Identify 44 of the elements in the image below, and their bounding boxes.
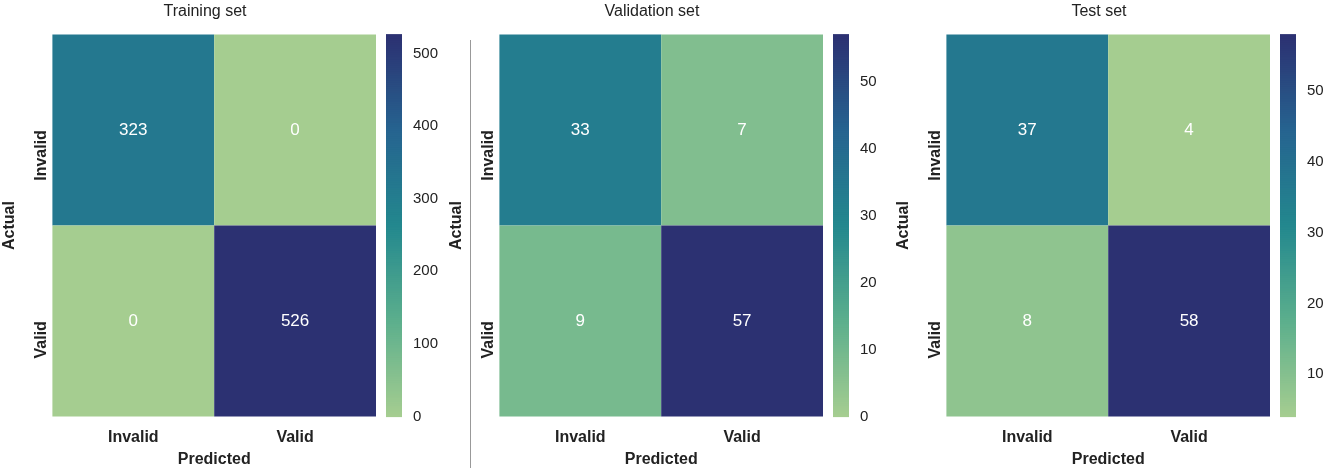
data-label: 323 [119,119,148,139]
x-axis-title: Predicted [1071,449,1145,467]
x-tick-label: Invalid [1001,427,1053,445]
chart-title: Test set [1070,1,1128,21]
data-label: 58 [1179,310,1199,330]
x-tick-label: Valid [276,427,314,445]
color-bar-label: 40 [860,138,877,156]
color-bar-label: 30 [860,205,877,223]
color-bar-label: 20 [860,272,877,290]
data-label: 8 [1022,310,1033,330]
x-tick-label: Valid [723,427,761,445]
data-label: 0 [128,310,139,330]
color-bar-label: 400 [413,116,439,134]
y-axis-title: Actual [894,201,912,251]
color-bar-label: 10 [860,339,877,357]
y-axis-title: Actual [447,201,465,251]
y-axis-title: Actual [0,201,18,251]
data-label: 57 [732,310,752,330]
color-bar-label: 300 [413,188,439,206]
x-tick-label: Invalid [554,427,606,445]
color-bar-label: 0 [860,406,869,424]
color-bar-label: 0 [413,406,422,424]
data-label: 7 [737,119,747,139]
chart-title: Validation set [603,1,701,21]
data-label: 526 [280,310,310,330]
data-label: 0 [290,119,300,139]
color-bar-label: 50 [860,71,877,89]
data-label: 33 [570,119,590,139]
color-bar-label: 30 [1307,222,1324,240]
x-tick-label: Valid [1170,427,1208,445]
color-bar-label: 40 [1307,152,1324,170]
data-label: 4 [1184,119,1194,139]
chart-title: Training set [162,1,248,21]
color-bar-label: 100 [413,334,439,352]
color-bar-label: 20 [1307,293,1324,311]
x-tick-label: Invalid [107,427,159,445]
data-label: 9 [575,310,586,330]
color-bar-label: 200 [413,261,439,279]
color-bar-label: 10 [1307,364,1324,382]
x-axis-title: Predicted [624,449,698,467]
color-bar-label: 50 [1307,81,1324,99]
color-bar-label: 500 [413,43,439,61]
data-label: 37 [1017,119,1037,139]
x-axis-title: Predicted [177,449,251,467]
